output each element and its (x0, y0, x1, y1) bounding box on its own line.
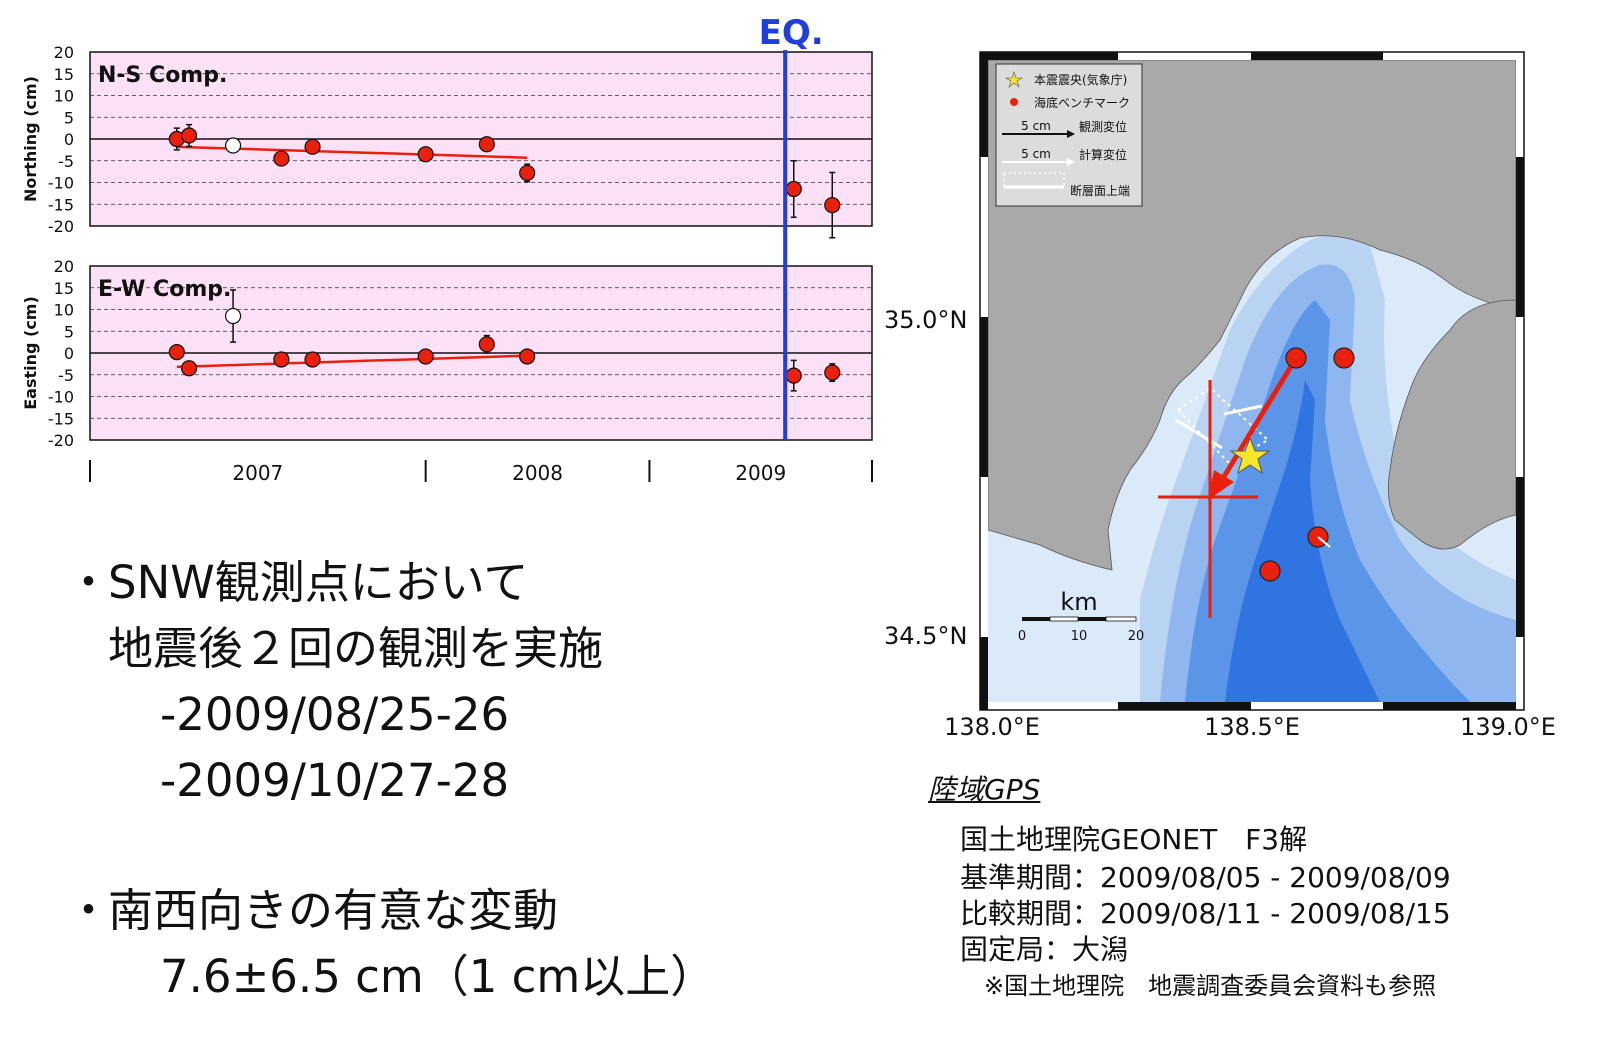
ew-ytick-label: 10 (54, 301, 74, 320)
benchmark-snw (1285, 347, 1307, 369)
scale-tick-0: 0 (1018, 629, 1026, 644)
scale-bar: km 0 10 20 (1018, 588, 1144, 644)
x-tick-label: 2008 (512, 461, 563, 485)
ns-data-point (478, 136, 495, 153)
scale-tick-10: 10 (1071, 629, 1088, 644)
epicenter-star (1229, 436, 1271, 475)
eq-label: EQ. (759, 13, 824, 53)
notes-line-2: 基準期間：2009/08/05 - 2009/08/09 (960, 861, 1451, 894)
fault-top-edge-1 (1175, 418, 1223, 450)
ns-ytick-label: 5 (64, 108, 74, 127)
bullet-2-line-1: 南西向きの有意な変動 (108, 884, 559, 937)
bullet-1-line-2: 地震後２回の観測を実施 (108, 622, 604, 675)
legend-star-icon (1004, 71, 1024, 88)
ns-ytick-label: 10 (54, 87, 74, 106)
notes-line-3: 比較期間：2009/08/11 - 2009/08/15 (960, 897, 1451, 930)
ns-data-point (519, 164, 536, 182)
ew-ytick-label: 20 (54, 257, 74, 276)
ns-panel-title: N-S Comp. (98, 63, 227, 88)
ns-data-point (304, 138, 321, 155)
notes-line-1: 国土地理院GEONET F3解 (960, 823, 1308, 856)
displacement-map: km 0 10 20 本震震央(気象庁) 海底ベンチマーク 5 cm 観測変位 … (884, 51, 1556, 741)
legend-benchmark: 海底ベンチマーク (1034, 95, 1130, 110)
scale-unit: km (1060, 588, 1097, 616)
legend-obs-label: 観測変位 (1079, 119, 1127, 134)
ew-ytick-label: 15 (54, 279, 74, 298)
gps-vector (1317, 536, 1331, 548)
sea-trough (1225, 380, 1380, 702)
bullet-2-line-2: 7.6±6.5 cm（1 cm以上） (160, 950, 716, 1003)
bullet-2-marker: ・ (66, 884, 112, 937)
notes-heading: 陸域GPS (928, 773, 1041, 806)
x-tick-label: 2007 (232, 461, 283, 485)
ns-data-point (824, 197, 841, 214)
notes-footnote: ※国土地理院 地震調査委員会資料も参照 (984, 972, 1437, 1000)
time-series-charts: 20 15 10 5 0 -5 -10 -15 -20 N-S Comp. Northing (cm… (21, 13, 873, 485)
ns-data-point (273, 150, 290, 167)
ew-panel-title: E-W Comp. (98, 277, 231, 302)
bullet-1-line-4: -2009/10/27-28 (160, 754, 510, 807)
ns-data-point (224, 137, 242, 154)
ns-ytick-label: -5 (58, 152, 74, 171)
legend-obs-scale: 5 cm (1021, 119, 1051, 133)
ew-data-point (224, 307, 242, 325)
bullet-1-marker: ・ (66, 556, 112, 609)
ns-data-point (417, 146, 434, 163)
ew-data-point (824, 364, 841, 381)
legend-benchmark-icon (1010, 98, 1018, 106)
ew-ytick-label: 5 (64, 322, 74, 341)
arrow-head (1208, 470, 1234, 500)
observed-displacement-arrow (1219, 356, 1299, 482)
ns-ylabel: Northing (cm) (21, 76, 40, 202)
land-izu (1387, 299, 1516, 550)
notes-line-4: 固定局：大潟 (960, 933, 1129, 966)
ns-ytick-label: 20 (54, 43, 74, 62)
benchmark-2 (1333, 347, 1355, 369)
lat-label-35: 35.0°N (884, 306, 967, 334)
lon-label-138-5: 138.5°E (1204, 713, 1300, 741)
scale-tick-20: 20 (1128, 629, 1145, 644)
ew-ytick-label: -15 (48, 409, 74, 428)
ew-ytick-label: -10 (48, 388, 74, 407)
ew-data-point (417, 348, 434, 365)
lon-label-139: 139.0°E (1460, 713, 1556, 741)
benchmark-4 (1259, 560, 1281, 582)
ew-ytick-label: -5 (58, 366, 74, 385)
ns-ytick-label: 0 (64, 130, 74, 149)
ns-ytick-label: -20 (48, 217, 74, 236)
x-tick-label: 2009 (735, 461, 786, 485)
fault-top-edge-2 (1223, 404, 1263, 416)
legend-fault-icon (1003, 172, 1065, 188)
ew-ylabel: Easting (cm) (21, 296, 40, 410)
legend-epicenter: 本震震央(気象庁) (1034, 72, 1127, 87)
ns-ytick-label: -15 (48, 195, 74, 214)
legend-calc-scale: 5 cm (1021, 147, 1051, 161)
ew-data-point (273, 351, 290, 368)
bullet-1-line-1: SNW観測点において (108, 556, 529, 609)
ew-data-point (478, 336, 495, 353)
ew-trend-line (176, 354, 528, 369)
lat-label-34-5: 34.5°N (884, 622, 967, 650)
map-legend: 本震震央(気象庁) 海底ベンチマーク 5 cm 観測変位 5 cm 計算変位 断… (995, 63, 1143, 207)
legend-calc-label: 計算変位 (1079, 147, 1127, 162)
bullet-1-line-3: -2009/08/25-26 (160, 688, 510, 741)
ew-data-point (180, 360, 198, 377)
ew-data-point (304, 351, 321, 368)
ew-ytick-label: -20 (48, 431, 74, 450)
ew-ytick-label: 0 (64, 344, 74, 363)
lon-label-138: 138.0°E (944, 713, 1040, 741)
legend-fault-label: 断層面上端 (1070, 183, 1130, 198)
ns-ytick-label: -10 (48, 174, 74, 193)
legend-obs-arrowhead-icon (1067, 130, 1075, 138)
ew-data-point (519, 348, 536, 365)
ew-data-point (168, 344, 185, 361)
ns-ytick-label: 15 (54, 65, 74, 84)
legend-calc-arrowhead-icon (1067, 158, 1075, 166)
ns-data-point (180, 127, 198, 144)
